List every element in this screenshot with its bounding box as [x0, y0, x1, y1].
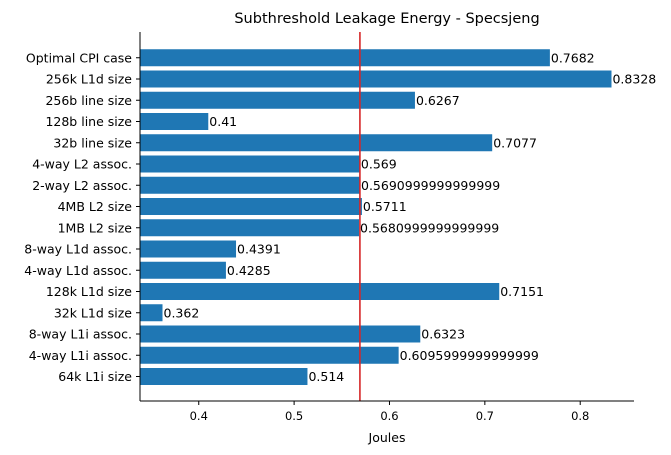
category-label: 128k L1d size — [46, 284, 132, 299]
x-axis-title: Joules — [368, 430, 406, 445]
x-ticks-group: 0.4 0.5 0.6 0.7 0.8 — [190, 401, 589, 423]
x-tick-label: 0.7 — [476, 409, 494, 423]
bar — [140, 155, 360, 173]
category-label: 256k L1d size — [46, 72, 132, 87]
category-label: 32b line size — [53, 135, 132, 150]
value-label: 0.4285 — [227, 263, 271, 278]
value-label: 0.362 — [164, 305, 200, 320]
value-label: 0.6323 — [421, 327, 465, 342]
bar — [140, 113, 209, 130]
bar — [140, 304, 163, 322]
category-labels-group: 64k L1i size 4-way L1i assoc. 8-way L1i as… — [24, 50, 140, 384]
x-tick-label: 0.8 — [571, 409, 589, 423]
value-label: 0.6267 — [416, 93, 460, 108]
value-label: 0.4391 — [237, 242, 281, 257]
value-label: 0.7682 — [551, 50, 595, 65]
category-label: 256b line size — [45, 93, 132, 108]
category-label: 128b line size — [45, 114, 132, 129]
bar — [140, 70, 612, 88]
bar — [140, 219, 360, 237]
bar — [140, 49, 550, 67]
value-label: 0.569 — [361, 157, 397, 172]
value-label: 0.6095999999999999 — [400, 348, 539, 363]
bar — [140, 325, 421, 343]
value-label: 0.5690999999999999 — [361, 178, 500, 193]
category-label: 1MB L2 size — [58, 220, 133, 235]
bar — [140, 198, 362, 215]
bar — [140, 346, 399, 364]
value-label: 0.5680999999999999 — [360, 220, 499, 235]
value-label: 0.7077 — [493, 135, 537, 150]
bar — [140, 368, 308, 385]
value-label: 0.41 — [209, 114, 237, 129]
category-label: 32k L1d size — [54, 305, 132, 320]
value-label: 0.5711 — [363, 199, 407, 214]
x-tick-label: 0.4 — [190, 409, 208, 423]
category-label: 4MB L2 size — [58, 199, 133, 214]
category-label: 64k L1i size — [58, 369, 132, 384]
chart-title: Subthreshold Leakage Energy - Specsjeng — [234, 11, 539, 27]
value-label: 0.7151 — [500, 284, 544, 299]
value-labels-group: 0.514 0.6095999999999999 0.6323 0.362 0.7151… — [164, 50, 657, 384]
bars-group — [140, 49, 612, 385]
category-label: Optimal CPI case — [26, 50, 132, 65]
category-label: 8-way L1d assoc. — [24, 242, 132, 257]
x-tick-label: 0.6 — [380, 409, 398, 423]
category-label: 8-way L1i assoc. — [29, 327, 132, 342]
category-label: 2-way L2 assoc. — [32, 178, 132, 193]
category-label: 4-way L2 assoc. — [32, 157, 132, 172]
category-label: 4-way L1d assoc. — [24, 263, 132, 278]
value-label: 0.514 — [308, 369, 344, 384]
x-tick-label: 0.5 — [285, 409, 303, 423]
bar — [140, 240, 237, 258]
bar — [140, 261, 226, 279]
bar — [140, 134, 493, 152]
category-label: 4-way L1i assoc. — [29, 348, 132, 363]
value-label: 0.8328 — [612, 72, 656, 87]
bar — [140, 176, 361, 194]
bar — [140, 283, 500, 300]
bar — [140, 91, 415, 109]
